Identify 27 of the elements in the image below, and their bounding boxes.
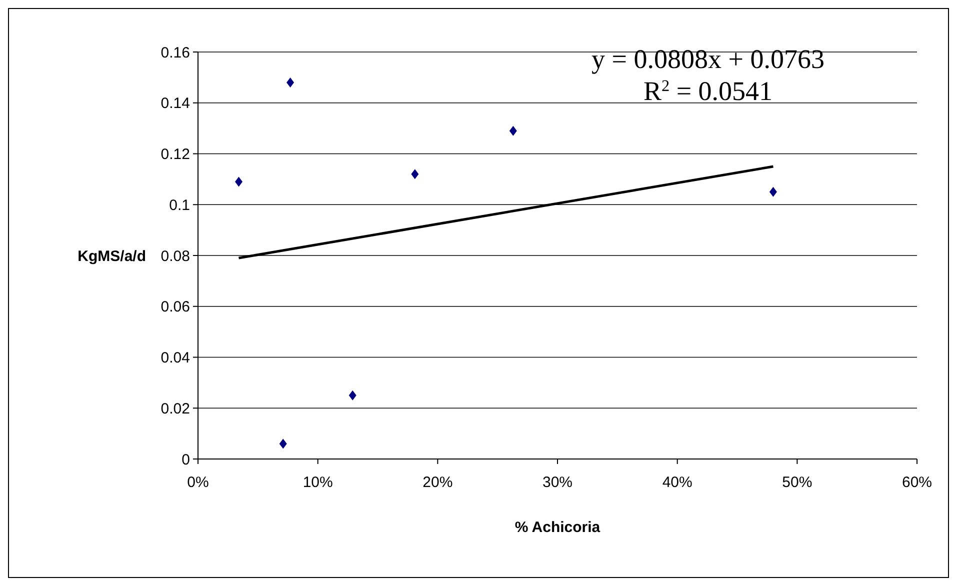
y-axis-title: KgMS/a/d: [78, 248, 146, 265]
annotation: R$^{2}$ = 0.0541: [643, 76, 773, 106]
x-tick-label: 10%: [302, 474, 333, 491]
x-tick-label: 60%: [902, 474, 932, 491]
y-tick-label: 0.02: [160, 400, 190, 418]
y-tick-label: 0: [182, 451, 190, 468]
point: [234, 176, 242, 187]
point: [411, 169, 419, 180]
x-tick-label: 0%: [187, 474, 209, 491]
point: [769, 186, 777, 197]
y-tick-label: 0.12: [160, 146, 190, 163]
point: [348, 390, 356, 400]
x-axis-title: % Achicoria: [514, 519, 601, 536]
x-tick-label: 40%: [662, 474, 692, 491]
y-tick-label: 0.08: [160, 248, 190, 265]
point: [286, 78, 294, 88]
y-tick-label: 0.16: [160, 44, 190, 62]
y-tick-label: 0.14: [160, 95, 190, 112]
x-tick-label: 20%: [422, 474, 453, 491]
point: [509, 126, 517, 136]
y-tick-label: 0.04: [160, 350, 190, 366]
x-tick-label: 30%: [542, 474, 573, 491]
point: [279, 438, 287, 449]
x-tick-label: 50%: [782, 474, 812, 491]
y-tick-label: 0.1: [169, 196, 190, 214]
y-tick-label: 0.06: [160, 298, 190, 316]
annotation: y = 0.0808x + 0.0763: [592, 44, 824, 74]
